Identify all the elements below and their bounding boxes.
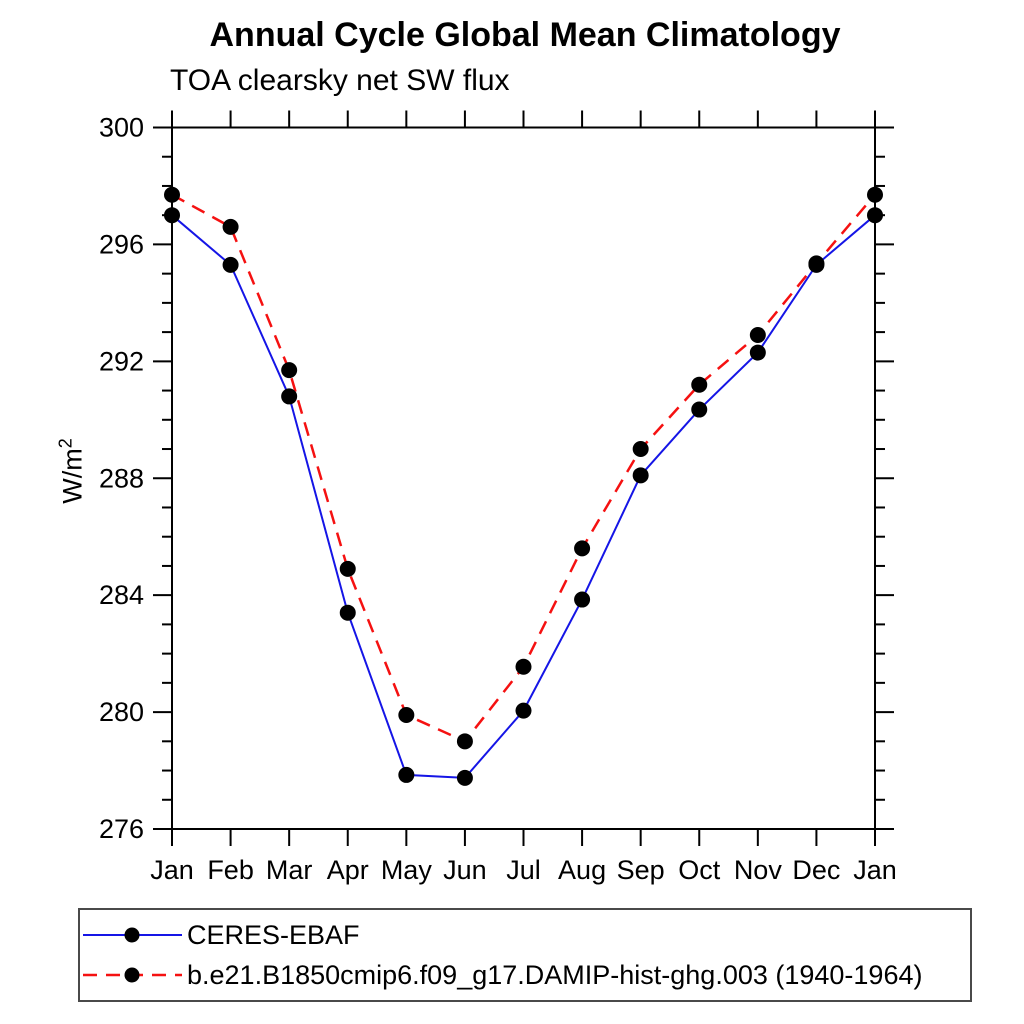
data-point-marker-s0 xyxy=(867,207,883,224)
legend-marker-dot xyxy=(124,967,140,983)
data-point-marker-s1 xyxy=(691,376,708,393)
legend-label-obs: CERES-EBAF xyxy=(187,919,360,950)
y-tick-label: 280 xyxy=(99,697,144,727)
data-point-marker-s1 xyxy=(339,560,356,577)
y-tick-label: 288 xyxy=(99,463,144,493)
x-tick-label: Dec xyxy=(792,855,840,885)
x-tick-label: May xyxy=(381,855,433,885)
y-tick-label: 300 xyxy=(99,113,144,143)
y-tick-label: 284 xyxy=(99,580,144,610)
data-point-marker-s0 xyxy=(281,388,298,405)
legend: CERES-EBAF b.e21.B1850cmip6.f09_g17.DAMI… xyxy=(78,908,972,1002)
y-tick-label: 276 xyxy=(99,814,144,844)
x-tick-label: Nov xyxy=(734,855,783,885)
x-tick-label: Jan xyxy=(853,855,897,885)
data-point-marker-s0 xyxy=(339,604,356,621)
y-axis-ticks xyxy=(153,126,894,830)
x-tick-labels: Jan Feb Mar Apr May Jun Jul Aug Sep Oct Nov Dec Jan xyxy=(150,855,897,885)
x-tick-label: Jan xyxy=(150,855,194,885)
data-point-marker-s1 xyxy=(515,658,532,675)
x-tick-label: Oct xyxy=(678,855,721,885)
data-point-marker-s0 xyxy=(574,591,591,608)
data-point-marker-s0 xyxy=(632,467,649,484)
x-tick-label: Apr xyxy=(327,855,369,885)
x-tick-label: Feb xyxy=(207,855,254,885)
data-point-marker-s1 xyxy=(867,186,883,203)
y-tick-labels: 276 280 284 288 292 296 300 xyxy=(99,113,144,845)
data-point-marker-s0 xyxy=(398,766,415,783)
x-tick-label: Jul xyxy=(506,855,541,885)
x-tick-label: Sep xyxy=(617,855,665,885)
y-tick-label: 292 xyxy=(99,346,144,376)
legend-marker-dot xyxy=(124,927,140,943)
data-point-marker-s1 xyxy=(456,733,473,750)
data-point-marker-s1 xyxy=(808,255,825,272)
legend-sample-dashed-line xyxy=(83,967,182,983)
legend-sample-solid-line xyxy=(83,927,182,943)
x-axis-ticks xyxy=(171,110,876,846)
y-tick-label: 296 xyxy=(99,229,144,259)
chart-title: Annual Cycle Global Mean Climatology xyxy=(209,16,841,54)
chart-subtitle: TOA clearsky net SW flux xyxy=(170,64,510,97)
x-tick-label: Jun xyxy=(443,855,487,885)
legend-entry-obs: CERES-EBAF xyxy=(80,918,970,952)
data-point-marker-s1 xyxy=(281,362,298,379)
data-point-marker-s1 xyxy=(398,707,415,724)
data-point-marker-s0 xyxy=(749,344,766,361)
data-point-marker-s0 xyxy=(456,769,473,786)
data-point-marker-s1 xyxy=(632,441,649,458)
data-point-marker-s0 xyxy=(164,207,180,224)
data-point-marker-s0 xyxy=(222,256,239,273)
data-point-marker-s1 xyxy=(222,218,239,235)
legend-entry-model: b.e21.B1850cmip6.f09_g17.DAMIP-hist-ghg.… xyxy=(80,958,970,992)
legend-label-model: b.e21.B1850cmip6.f09_g17.DAMIP-hist-ghg.… xyxy=(187,959,923,990)
series-line-0 xyxy=(171,214,876,779)
data-point-markers xyxy=(164,186,883,786)
plot-frame xyxy=(171,126,876,830)
data-point-marker-s1 xyxy=(749,327,766,344)
data-point-marker-s1 xyxy=(574,540,591,557)
data-point-marker-s0 xyxy=(515,702,532,719)
x-tick-label: Mar xyxy=(266,855,313,885)
x-tick-label: Aug xyxy=(558,855,606,885)
data-point-marker-s1 xyxy=(164,186,180,203)
data-point-marker-s0 xyxy=(691,401,708,418)
